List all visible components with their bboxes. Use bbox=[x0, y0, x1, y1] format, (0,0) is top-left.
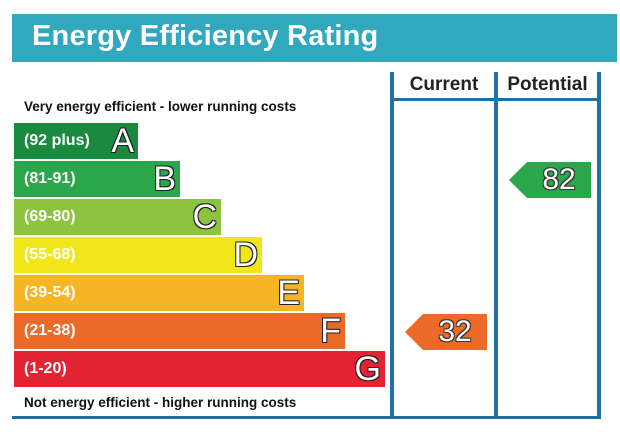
arrow-body bbox=[527, 162, 591, 198]
arrow-value: 82 bbox=[542, 163, 576, 196]
column-header-current: Current bbox=[409, 74, 479, 95]
current-rating-arrow: 32 bbox=[405, 314, 487, 350]
caption-bottom: Not energy efficient - higher running co… bbox=[24, 395, 297, 410]
band-range-label: (21-38) bbox=[24, 322, 76, 339]
band-range-label: (92 plus) bbox=[24, 132, 90, 149]
band-letter-label: B bbox=[153, 160, 176, 198]
column-header-potential: Potential bbox=[507, 74, 588, 95]
frame-left-line bbox=[390, 72, 394, 418]
band-range-label: (69-80) bbox=[24, 208, 76, 225]
page-title: Energy Efficiency Rating bbox=[32, 20, 379, 52]
band-c: (69-80) C bbox=[14, 198, 221, 236]
arrow-value: 32 bbox=[438, 315, 472, 348]
band-letter-label: D bbox=[233, 236, 258, 274]
arrow-tip bbox=[509, 162, 527, 198]
band-letter-label: A bbox=[111, 122, 134, 160]
band-g: (1-20) G bbox=[14, 350, 385, 388]
band-letter-label: E bbox=[277, 274, 300, 312]
band-b: (81-91) B bbox=[14, 160, 180, 198]
band-letter-label: C bbox=[192, 198, 217, 236]
band-e: (39-54) E bbox=[14, 274, 304, 312]
band-range-label: (55-68) bbox=[24, 246, 76, 263]
potential-rating-arrow: 82 bbox=[509, 162, 591, 198]
band-d: (55-68) D bbox=[14, 236, 262, 274]
frame-right-line bbox=[597, 72, 601, 418]
band-letter-label: F bbox=[320, 312, 341, 350]
band-a: (92 plus) A bbox=[14, 122, 138, 160]
arrow-body bbox=[423, 314, 487, 350]
frame-middle-line bbox=[494, 72, 498, 418]
band-range-label: (81-91) bbox=[24, 170, 76, 187]
bottom-line bbox=[12, 416, 601, 419]
caption-top: Very energy efficient - lower running co… bbox=[24, 99, 297, 114]
band-range-label: (1-20) bbox=[24, 360, 67, 377]
header-row-line bbox=[390, 98, 601, 101]
header-bar: Energy Efficiency Rating bbox=[12, 14, 617, 62]
band-range-label: (39-54) bbox=[24, 284, 76, 301]
band-letter-label: G bbox=[354, 350, 381, 388]
band-f: (21-38) F bbox=[14, 312, 345, 350]
arrow-tip bbox=[405, 314, 423, 350]
